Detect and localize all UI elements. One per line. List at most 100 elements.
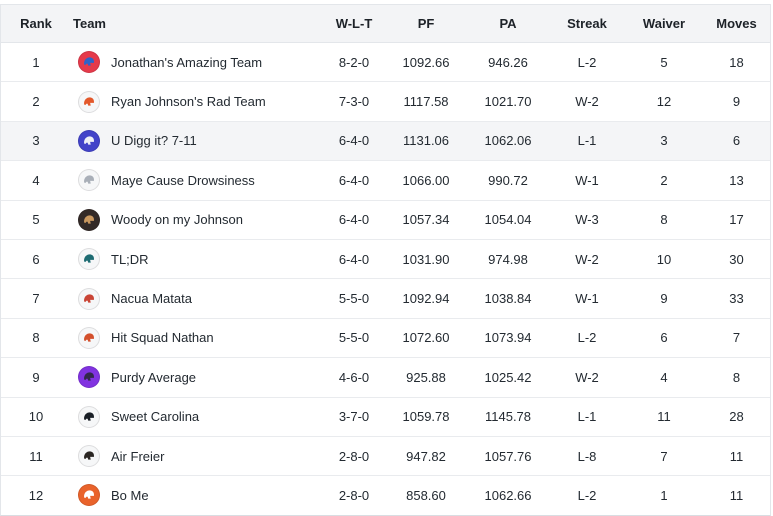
rank-cell: 11 — [1, 435, 71, 476]
pa-cell: 1054.04 — [467, 199, 549, 240]
wlt-cell: 7-3-0 — [323, 81, 385, 122]
column-header-team: Team — [71, 4, 323, 43]
pf-cell: 1057.34 — [385, 199, 467, 240]
table-row: 11 Air Freier 2-8-0 947.82 1057.76 L-8 7… — [1, 435, 770, 476]
waiver-cell: 5 — [660, 54, 668, 70]
team-name-link[interactable]: Sweet Carolina — [111, 409, 200, 425]
portrait-avatar[interactable] — [78, 208, 100, 231]
column-header-streak: Streak — [549, 4, 625, 43]
striped-helmet-avatar[interactable] — [78, 287, 100, 310]
rank-cell: 6 — [1, 238, 71, 279]
moves-cell: 7 — [703, 317, 770, 358]
teal-gold-helmet-avatar[interactable] — [78, 248, 100, 271]
team-cell: Nacua Matata — [71, 278, 323, 319]
wlt-cell: 5-5-0 — [323, 317, 385, 358]
waiver-cell: 7 — [625, 435, 703, 476]
pa-cell: 1073.94 — [467, 317, 549, 358]
pa-cell: 1145.78 — [467, 396, 549, 437]
team-name-link[interactable]: Maye Cause Drowsiness — [111, 172, 255, 188]
rank-cell: 9 — [1, 357, 71, 398]
purple-helmet-avatar[interactable] — [78, 366, 100, 389]
streak-cell: W-3 — [549, 199, 625, 240]
rank-cell: 3 — [1, 120, 71, 161]
pf-cell: 1131.06 — [385, 120, 467, 161]
streak-cell: L-1 — [549, 120, 625, 161]
league-standings-table: Rank Team W-L-T PF PA Streak Waiver Move… — [1, 4, 770, 515]
rank-cell: 7 — [1, 278, 71, 319]
table-row: 6 TL;DR 6-4-0 1031.90 974.98 W-2 10 30 — [1, 238, 770, 279]
foam-finger-avatar[interactable] — [78, 90, 100, 113]
rank-cell: 5 — [1, 199, 71, 240]
streak-cell: W-1 — [549, 278, 625, 319]
waiver-cell: 4 — [625, 357, 703, 398]
wlt-cell: 6-4-0 — [323, 120, 385, 161]
team-name-link[interactable]: Hit Squad Nathan — [111, 330, 214, 346]
waiver-cell: 8 — [625, 199, 703, 240]
panther-logo-avatar[interactable] — [78, 405, 100, 428]
waiver-cell: 2 — [625, 160, 703, 201]
pf-cell: 1072.60 — [385, 317, 467, 358]
black-gold-player-avatar[interactable] — [78, 445, 100, 468]
red-blue-helmet-avatar[interactable] — [78, 51, 100, 74]
pf-cell: 1059.78 — [385, 396, 467, 437]
pa-cell: 1062.06 — [467, 120, 549, 161]
pf-cell: 1092.66 — [402, 54, 450, 70]
table-row: 3 U Digg it? 7-11 6-4-0 1131.06 1062.06 … — [1, 120, 770, 161]
moves-cell: 18 — [729, 54, 744, 70]
orange-navy-logo-avatar[interactable] — [78, 484, 100, 507]
pf-cell: 1117.58 — [385, 81, 467, 122]
pa-cell: 1057.76 — [467, 435, 549, 476]
team-name-link[interactable]: Air Freier — [111, 448, 165, 464]
moves-cell: 11 — [703, 475, 770, 515]
moves-cell: 33 — [703, 278, 770, 319]
moves-cell: 9 — [703, 81, 770, 122]
streak-cell: L-8 — [549, 435, 625, 476]
rank-cell: 1 — [32, 54, 40, 70]
waiver-cell: 9 — [625, 278, 703, 319]
team-name-link[interactable]: Woody on my Johnson — [111, 212, 243, 228]
team-name-link[interactable]: Purdy Average — [111, 369, 197, 385]
team-name-link[interactable]: Jonathan's Amazing Team — [111, 54, 263, 70]
team-name-link[interactable]: TL;DR — [111, 251, 149, 267]
pf-cell: 947.82 — [385, 435, 467, 476]
team-name-link[interactable]: U Digg it? 7-11 — [111, 133, 197, 149]
standings-header: Rank Team W-L-T PF PA Streak Waiver Move… — [1, 4, 770, 43]
pf-cell: 1031.90 — [385, 238, 467, 279]
column-header-pf: PF — [385, 4, 467, 43]
cartoon-horse-avatar[interactable] — [78, 169, 100, 192]
pa-cell: 1062.66 — [467, 475, 549, 515]
streak-cell: L-2 — [549, 317, 625, 358]
standings-table-container: Rank Team W-L-T PF PA Streak Waiver Move… — [0, 4, 771, 516]
pa-cell: 1025.42 — [467, 357, 549, 398]
table-row: 10 Sweet Carolina 3-7-0 1059.78 1145.78 … — [1, 396, 770, 437]
streak-cell: W-1 — [549, 160, 625, 201]
pf-cell: 858.60 — [385, 475, 467, 515]
column-header-rank: Rank — [1, 4, 71, 43]
pa-cell: 946.26 — [488, 54, 528, 70]
team-name-link[interactable]: Nacua Matata — [111, 291, 192, 307]
team-cell: Hit Squad Nathan — [71, 317, 323, 358]
team-name-link[interactable]: Bo Me — [111, 487, 149, 503]
team-name-link[interactable]: Ryan Johnson's Rad Team — [111, 94, 266, 110]
rank-cell: 4 — [1, 160, 71, 201]
table-row: 12 Bo Me 2-8-0 858.60 1062.66 L-2 1 11 — [1, 475, 770, 515]
column-header-waiver: Waiver — [625, 4, 703, 43]
team-cell: Jonathan's Amazing Team — [71, 43, 323, 82]
wlt-cell: 6-4-0 — [323, 199, 385, 240]
moves-cell: 11 — [703, 435, 770, 476]
pa-cell: 974.98 — [467, 238, 549, 279]
wlt-cell: 4-6-0 — [323, 357, 385, 398]
table-row: 5 Woody on my Johnson 6-4-0 1057.34 1054… — [1, 199, 770, 240]
pa-cell: 990.72 — [467, 160, 549, 201]
team-cell: U Digg it? 7-11 — [71, 120, 323, 161]
waiver-cell: 3 — [625, 120, 703, 161]
orange-helmet-avatar[interactable] — [78, 326, 100, 349]
wlt-cell: 3-7-0 — [323, 396, 385, 437]
pf-cell: 925.88 — [385, 357, 467, 398]
moves-cell: 6 — [703, 120, 770, 161]
wlt-cell: 2-8-0 — [323, 475, 385, 515]
table-row: 8 Hit Squad Nathan 5-5-0 1072.60 1073.94… — [1, 317, 770, 358]
blue-player-avatar[interactable] — [78, 129, 100, 152]
column-header-pa: PA — [467, 4, 549, 43]
wlt-cell: 6-4-0 — [323, 160, 385, 201]
